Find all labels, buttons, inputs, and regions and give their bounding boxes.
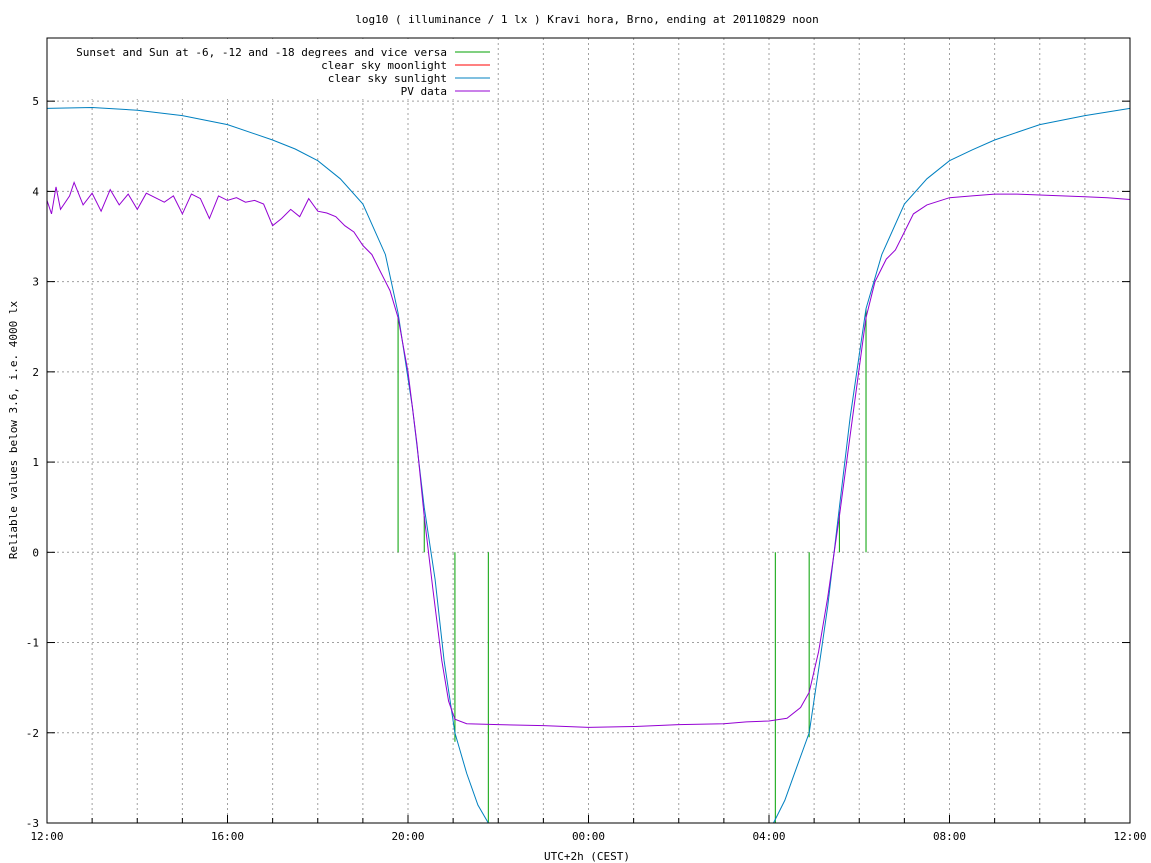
y-axis-label: Reliable values below 3.6, i.e. 4000 lx xyxy=(7,300,20,559)
legend: Sunset and Sun at -6, -12 and -18 degree… xyxy=(48,39,496,99)
y-tick-label: 1 xyxy=(32,456,39,469)
x-tick-label: 08:00 xyxy=(933,830,966,843)
x-axis-label: UTC+2h (CEST) xyxy=(544,850,630,863)
series-line xyxy=(46,180,1131,728)
chart-title: log10 ( illuminance / 1 lx ) Kravi hora,… xyxy=(355,13,819,26)
axis-ticks: -3 -2 -1 0 1 2 3 4 5 12:00 16:00 20:00 00:00 04:00 08:… xyxy=(26,95,1147,843)
legend-label: clear sky sunlight xyxy=(328,72,447,85)
series-line xyxy=(46,106,1131,824)
x-tick-label: 12:00 xyxy=(1113,830,1146,843)
y-tick-label: 5 xyxy=(32,95,39,108)
y-tick-label: 0 xyxy=(32,546,39,559)
y-tick-label: 2 xyxy=(32,366,39,379)
plot-frame xyxy=(46,37,1131,824)
x-tick-label: 16:00 xyxy=(211,830,244,843)
legend-label: Sunset and Sun at -6, -12 and -18 degree… xyxy=(76,46,447,59)
x-tick-label: 00:00 xyxy=(572,830,605,843)
legend-label: PV data xyxy=(401,85,447,98)
legend-label: clear sky moonlight xyxy=(321,59,447,72)
x-tick-label: 04:00 xyxy=(752,830,785,843)
x-tick-label: 12:00 xyxy=(30,830,63,843)
y-tick-label: 4 xyxy=(32,185,39,198)
legend-background xyxy=(48,39,496,99)
y-tick-label: -1 xyxy=(26,637,39,650)
x-tick-label: 20:00 xyxy=(391,830,424,843)
grid xyxy=(47,38,1130,823)
y-tick-label: 3 xyxy=(32,276,39,289)
series-lines xyxy=(46,106,1131,824)
y-tick-label: -3 xyxy=(26,817,39,830)
y-tick-label: -2 xyxy=(26,727,39,740)
